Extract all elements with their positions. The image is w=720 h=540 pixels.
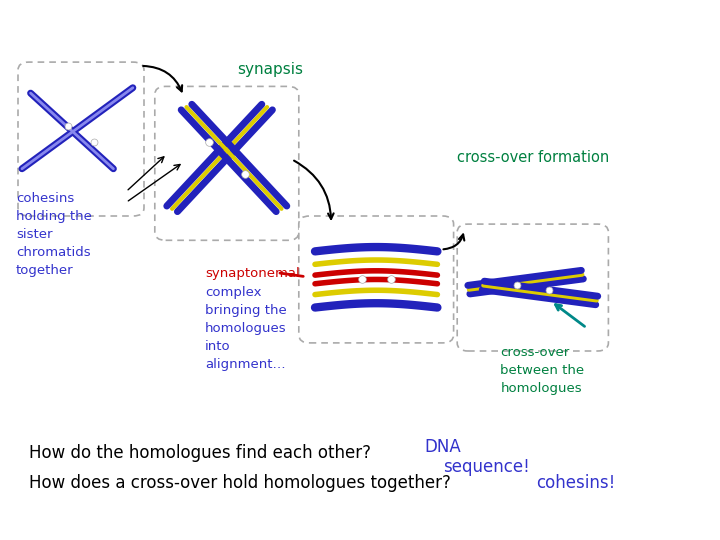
Text: cross-over
between the
homologues: cross-over between the homologues <box>500 346 585 395</box>
Text: cohesins!: cohesins! <box>536 475 616 492</box>
FancyBboxPatch shape <box>18 62 144 216</box>
FancyBboxPatch shape <box>299 216 454 343</box>
Text: cross-over formation: cross-over formation <box>457 150 609 165</box>
FancyBboxPatch shape <box>155 86 299 240</box>
Text: complex
bringing the
homologues
into
alignment…: complex bringing the homologues into ali… <box>205 286 287 371</box>
FancyBboxPatch shape <box>457 224 608 351</box>
Text: synapsis: synapsis <box>237 62 303 77</box>
Text: sequence!: sequence! <box>443 458 529 476</box>
Text: How does a cross-over hold homologues together?: How does a cross-over hold homologues to… <box>29 475 451 492</box>
Text: cohesins
holding the
sister
chromatids
together: cohesins holding the sister chromatids t… <box>16 192 91 276</box>
Text: DNA: DNA <box>425 438 462 456</box>
Text: How do the homologues find each other?: How do the homologues find each other? <box>29 444 371 462</box>
Text: synaptonemal: synaptonemal <box>205 267 300 280</box>
